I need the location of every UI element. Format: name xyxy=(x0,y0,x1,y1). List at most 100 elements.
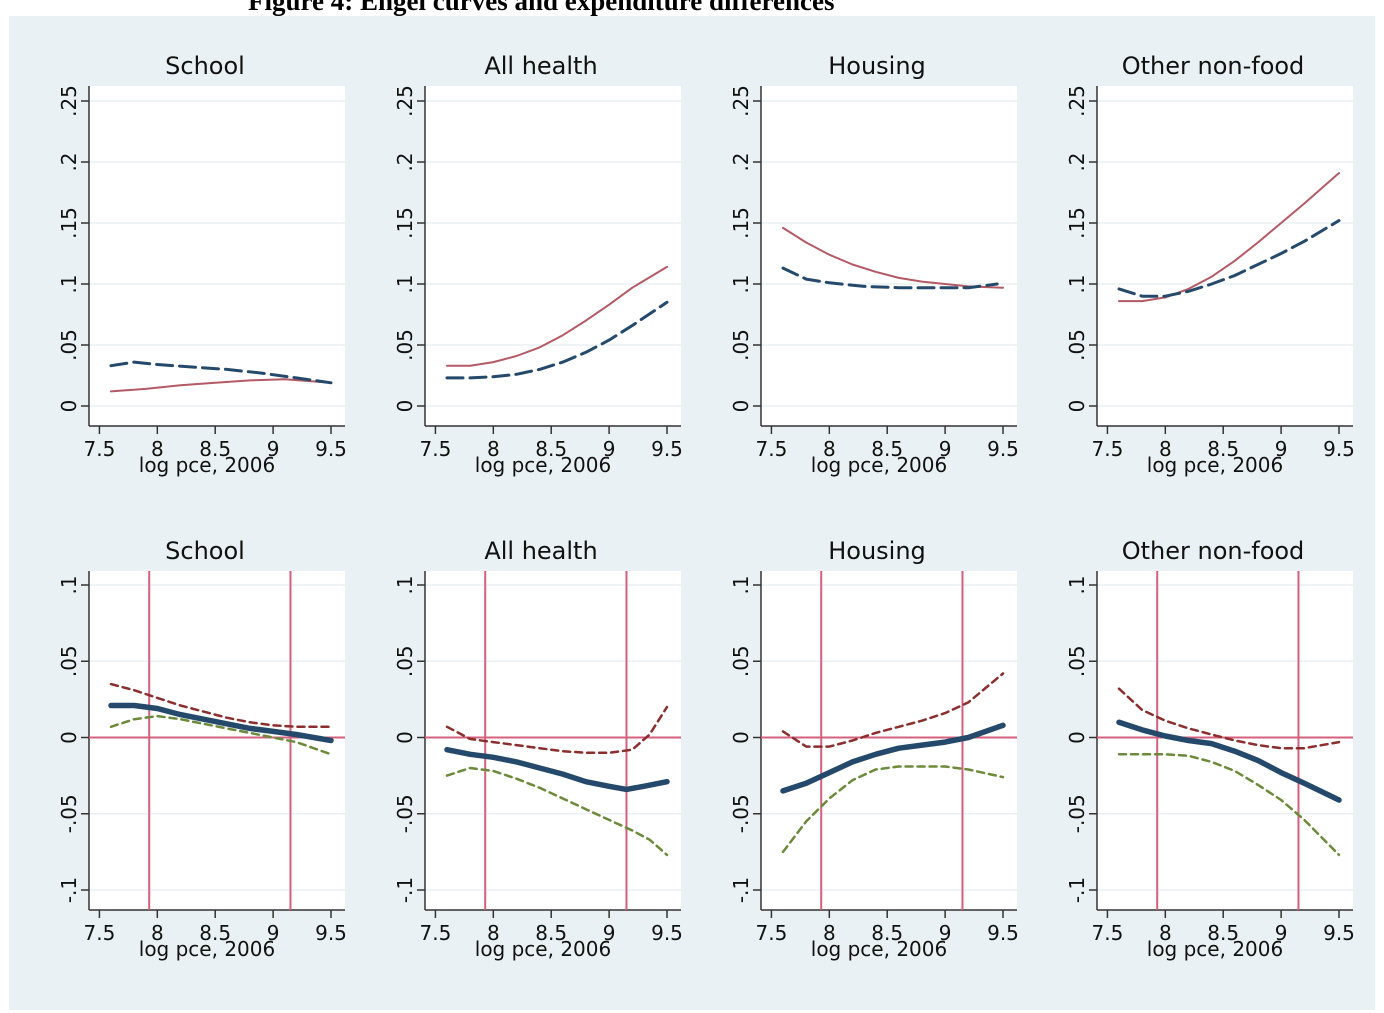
plot-area xyxy=(89,571,345,910)
chart-grid: 0 .05 .1 .15 .2 .25 7.5 8 8.5 9 9.5 School log pce, … xyxy=(57,52,1355,961)
engel-curve-dashed xyxy=(1117,219,1341,298)
y-tick-label: .1 xyxy=(393,274,417,293)
x-tick-label: 9 xyxy=(267,921,280,945)
x-tick-label: 9.5 xyxy=(1323,921,1355,945)
subplot-title: Housing xyxy=(828,537,926,565)
x-tick-label: 8.5 xyxy=(535,921,567,945)
subplot-2: 0 .05 .1 .15 .2 .25 7.5 8 8.5 9 9.5 All health log p… xyxy=(393,52,683,477)
y-tick-label: .15 xyxy=(729,207,753,239)
engel-curve-solid xyxy=(782,226,1004,289)
y-tick-label: .1 xyxy=(1065,575,1089,594)
y-tick-label: .05 xyxy=(1065,645,1089,677)
engel-curve-dashed xyxy=(781,266,999,290)
y-tick-label: 0 xyxy=(1065,400,1089,413)
x-tick-label: 8 xyxy=(1159,437,1172,461)
lower-confidence-band xyxy=(445,766,669,857)
x-tick-label: 9.5 xyxy=(987,921,1019,945)
y-tick-label: -.05 xyxy=(1065,794,1089,833)
x-tick-label: 7.5 xyxy=(756,921,788,945)
upper-confidence-band xyxy=(109,682,333,729)
x-tick-label: 8 xyxy=(487,921,500,945)
y-tick-label: .2 xyxy=(393,152,417,171)
y-tick-label: -.05 xyxy=(393,794,417,833)
x-tick-label: 8 xyxy=(151,437,164,461)
subplot-5: -.1 -.05 0 .05 .1 7.5 8 8.5 9 9.5 School log pce, 2… xyxy=(57,537,347,961)
y-tick-label: .25 xyxy=(729,85,753,117)
y-tick-label: 0 xyxy=(57,400,81,413)
y-tick-label: .1 xyxy=(57,274,81,293)
y-tick-label: 0 xyxy=(57,731,81,744)
x-tick-label: 9 xyxy=(1275,437,1288,461)
y-tick-label: -.05 xyxy=(729,794,753,833)
x-tick-label: 7.5 xyxy=(756,437,788,461)
x-axis-label: log pce, 2006 xyxy=(139,453,275,477)
x-tick-label: 9.5 xyxy=(1323,437,1355,461)
y-tick-label: .05 xyxy=(729,645,753,677)
figure-panel: 0 .05 .1 .15 .2 .25 7.5 8 8.5 9 9.5 School log pce, … xyxy=(9,16,1375,1010)
y-tick-label: .05 xyxy=(57,645,81,677)
y-tick-label: .05 xyxy=(57,329,81,361)
subplot-title: All health xyxy=(484,52,597,80)
y-tick-label: .25 xyxy=(393,85,417,117)
y-tick-label: 0 xyxy=(729,731,753,744)
subplot-6: -.1 -.05 0 .05 .1 7.5 8 8.5 9 9.5 All health log pc… xyxy=(393,537,683,961)
upper-confidence-band xyxy=(1117,687,1341,750)
lower-confidence-band xyxy=(781,765,1005,854)
y-tick-label: .1 xyxy=(393,575,417,594)
x-axis-label: log pce, 2006 xyxy=(139,937,275,961)
x-tick-label: 7.5 xyxy=(420,921,452,945)
x-tick-label: 9.5 xyxy=(987,437,1019,461)
x-tick-label: 7.5 xyxy=(420,437,452,461)
y-tick-label: .1 xyxy=(1065,274,1089,293)
x-axis-label: log pce, 2006 xyxy=(1147,453,1283,477)
y-tick-label: 0 xyxy=(1065,731,1089,744)
x-tick-label: 8.5 xyxy=(535,437,567,461)
x-tick-label: 9 xyxy=(1275,921,1288,945)
x-tick-label: 9.5 xyxy=(315,437,347,461)
engel-curve-solid xyxy=(1118,172,1340,303)
x-tick-label: 9 xyxy=(267,437,280,461)
subplot-title: Housing xyxy=(828,52,926,80)
y-tick-label: 0 xyxy=(393,731,417,744)
x-tick-label: 8.5 xyxy=(871,437,903,461)
x-tick-label: 8 xyxy=(151,921,164,945)
x-tick-label: 7.5 xyxy=(84,921,116,945)
x-tick-label: 8.5 xyxy=(199,921,231,945)
plot-area xyxy=(761,86,1017,426)
plot-area xyxy=(425,86,681,426)
x-tick-label: 8 xyxy=(487,437,500,461)
subplot-title: School xyxy=(165,537,245,565)
subplot-8: -.1 -.05 0 .05 .1 7.5 8 8.5 9 9.5 Other non-food lo… xyxy=(1065,537,1355,961)
x-tick-label: 8.5 xyxy=(1207,921,1239,945)
y-tick-label: .1 xyxy=(729,274,753,293)
y-tick-label: .25 xyxy=(1065,85,1089,117)
y-tick-label: .05 xyxy=(729,329,753,361)
lower-confidence-band xyxy=(109,714,333,756)
y-tick-label: -.1 xyxy=(57,877,81,903)
y-tick-label: .25 xyxy=(57,85,81,117)
x-tick-label: 8 xyxy=(1159,921,1172,945)
y-tick-label: .05 xyxy=(393,329,417,361)
subplot-4: 0 .05 .1 .15 .2 .25 7.5 8 8.5 9 9.5 Other non-food l… xyxy=(1065,52,1355,477)
difference-curve xyxy=(108,702,334,744)
subplot-7: -.1 -.05 0 .05 .1 7.5 8 8.5 9 9.5 Housing log pce, … xyxy=(729,537,1019,961)
x-axis-label: log pce, 2006 xyxy=(475,453,611,477)
y-tick-label: .2 xyxy=(1065,152,1089,171)
engel-curve-solid xyxy=(110,378,332,393)
difference-curve xyxy=(1116,719,1342,803)
y-tick-label: .2 xyxy=(729,152,753,171)
y-tick-label: .15 xyxy=(1065,207,1089,239)
plot-area xyxy=(761,571,1017,910)
plot-area xyxy=(89,86,345,426)
y-tick-label: 0 xyxy=(393,400,417,413)
x-tick-label: 9 xyxy=(939,437,952,461)
x-axis-label: log pce, 2006 xyxy=(1147,937,1283,961)
y-tick-label: .1 xyxy=(57,575,81,594)
y-tick-label: .2 xyxy=(57,152,81,171)
x-tick-label: 9 xyxy=(603,921,616,945)
subplot-title: All health xyxy=(484,537,597,565)
y-tick-label: .05 xyxy=(393,645,417,677)
subplot-title: Other non-food xyxy=(1122,52,1305,80)
subplot-title: School xyxy=(165,52,245,80)
subplot-title: Other non-food xyxy=(1122,537,1305,565)
